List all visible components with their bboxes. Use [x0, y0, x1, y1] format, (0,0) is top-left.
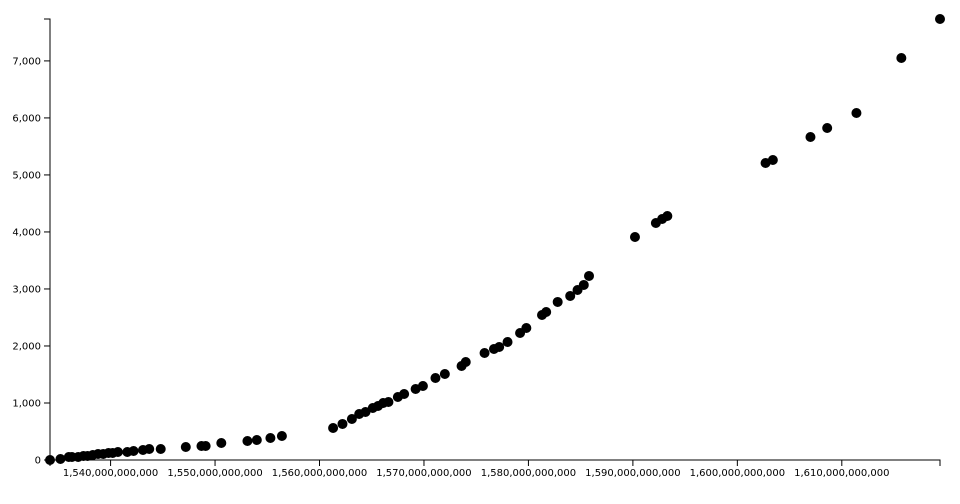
data-point — [851, 108, 862, 119]
data-point — [541, 306, 552, 317]
data-points — [45, 14, 945, 465]
y-axis-line — [44, 18, 51, 461]
x-tick-label: 1,550,000,000,000 — [167, 468, 262, 479]
y-tick-label: 5,000 — [12, 170, 41, 181]
data-point — [337, 418, 348, 429]
data-point — [55, 453, 66, 464]
data-point — [383, 397, 394, 408]
data-point — [128, 445, 139, 456]
data-point — [265, 432, 276, 443]
y-tick-label: 7,000 — [12, 56, 41, 67]
y-tick-label: 6,000 — [12, 113, 41, 124]
data-point — [45, 455, 55, 465]
x-tick-label: 1,590,000,000,000 — [585, 468, 680, 479]
data-point — [399, 388, 410, 399]
data-point — [521, 323, 532, 334]
data-point — [629, 232, 640, 243]
data-point — [935, 14, 945, 24]
x-axis-line — [49, 459, 941, 466]
data-point — [216, 438, 227, 449]
y-tick-label: 0 — [35, 456, 41, 467]
data-point — [460, 356, 471, 367]
y-tick-label: 3,000 — [12, 284, 41, 295]
data-point — [896, 52, 907, 63]
x-tick-label: 1,560,000,000,000 — [272, 468, 367, 479]
data-point — [430, 373, 441, 384]
data-point — [112, 447, 123, 458]
x-tick-label: 1,600,000,000,000 — [690, 468, 785, 479]
x-tick-label: 1,570,000,000,000 — [376, 468, 471, 479]
y-axis: 0 1,000 2,000 3,000 4,000 5,000 6,000 7,000 — [12, 18, 51, 467]
data-point — [767, 154, 778, 165]
data-point — [805, 132, 816, 143]
data-point — [502, 336, 513, 347]
x-tick-label: 1,540,000,000,000 — [63, 468, 158, 479]
data-point — [822, 123, 833, 134]
y-tick-label: 4,000 — [12, 227, 41, 238]
data-point — [346, 414, 357, 425]
data-point — [200, 440, 211, 451]
data-point — [578, 279, 589, 290]
data-point — [662, 210, 673, 221]
data-point — [360, 406, 371, 417]
data-point — [155, 443, 166, 454]
data-point — [439, 369, 450, 380]
data-point — [276, 430, 287, 441]
data-point — [242, 436, 253, 447]
x-axis: 1,540,000,000,000 1,550,000,000,000 1,560,… — [49, 459, 941, 479]
x-tick-label: 1,580,000,000,000 — [481, 468, 576, 479]
data-point — [584, 270, 595, 281]
y-tick-label: 1,000 — [12, 398, 41, 409]
data-point — [479, 347, 490, 358]
data-point — [417, 380, 428, 391]
y-tick-label: 2,000 — [12, 341, 41, 352]
data-point — [251, 434, 262, 445]
x-tick-label: 1,610,000,000,000 — [794, 468, 889, 479]
data-point — [180, 442, 191, 453]
data-point — [494, 341, 505, 352]
data-point — [144, 443, 155, 454]
data-point — [552, 296, 563, 307]
data-point — [328, 423, 339, 434]
data-point — [565, 290, 576, 301]
